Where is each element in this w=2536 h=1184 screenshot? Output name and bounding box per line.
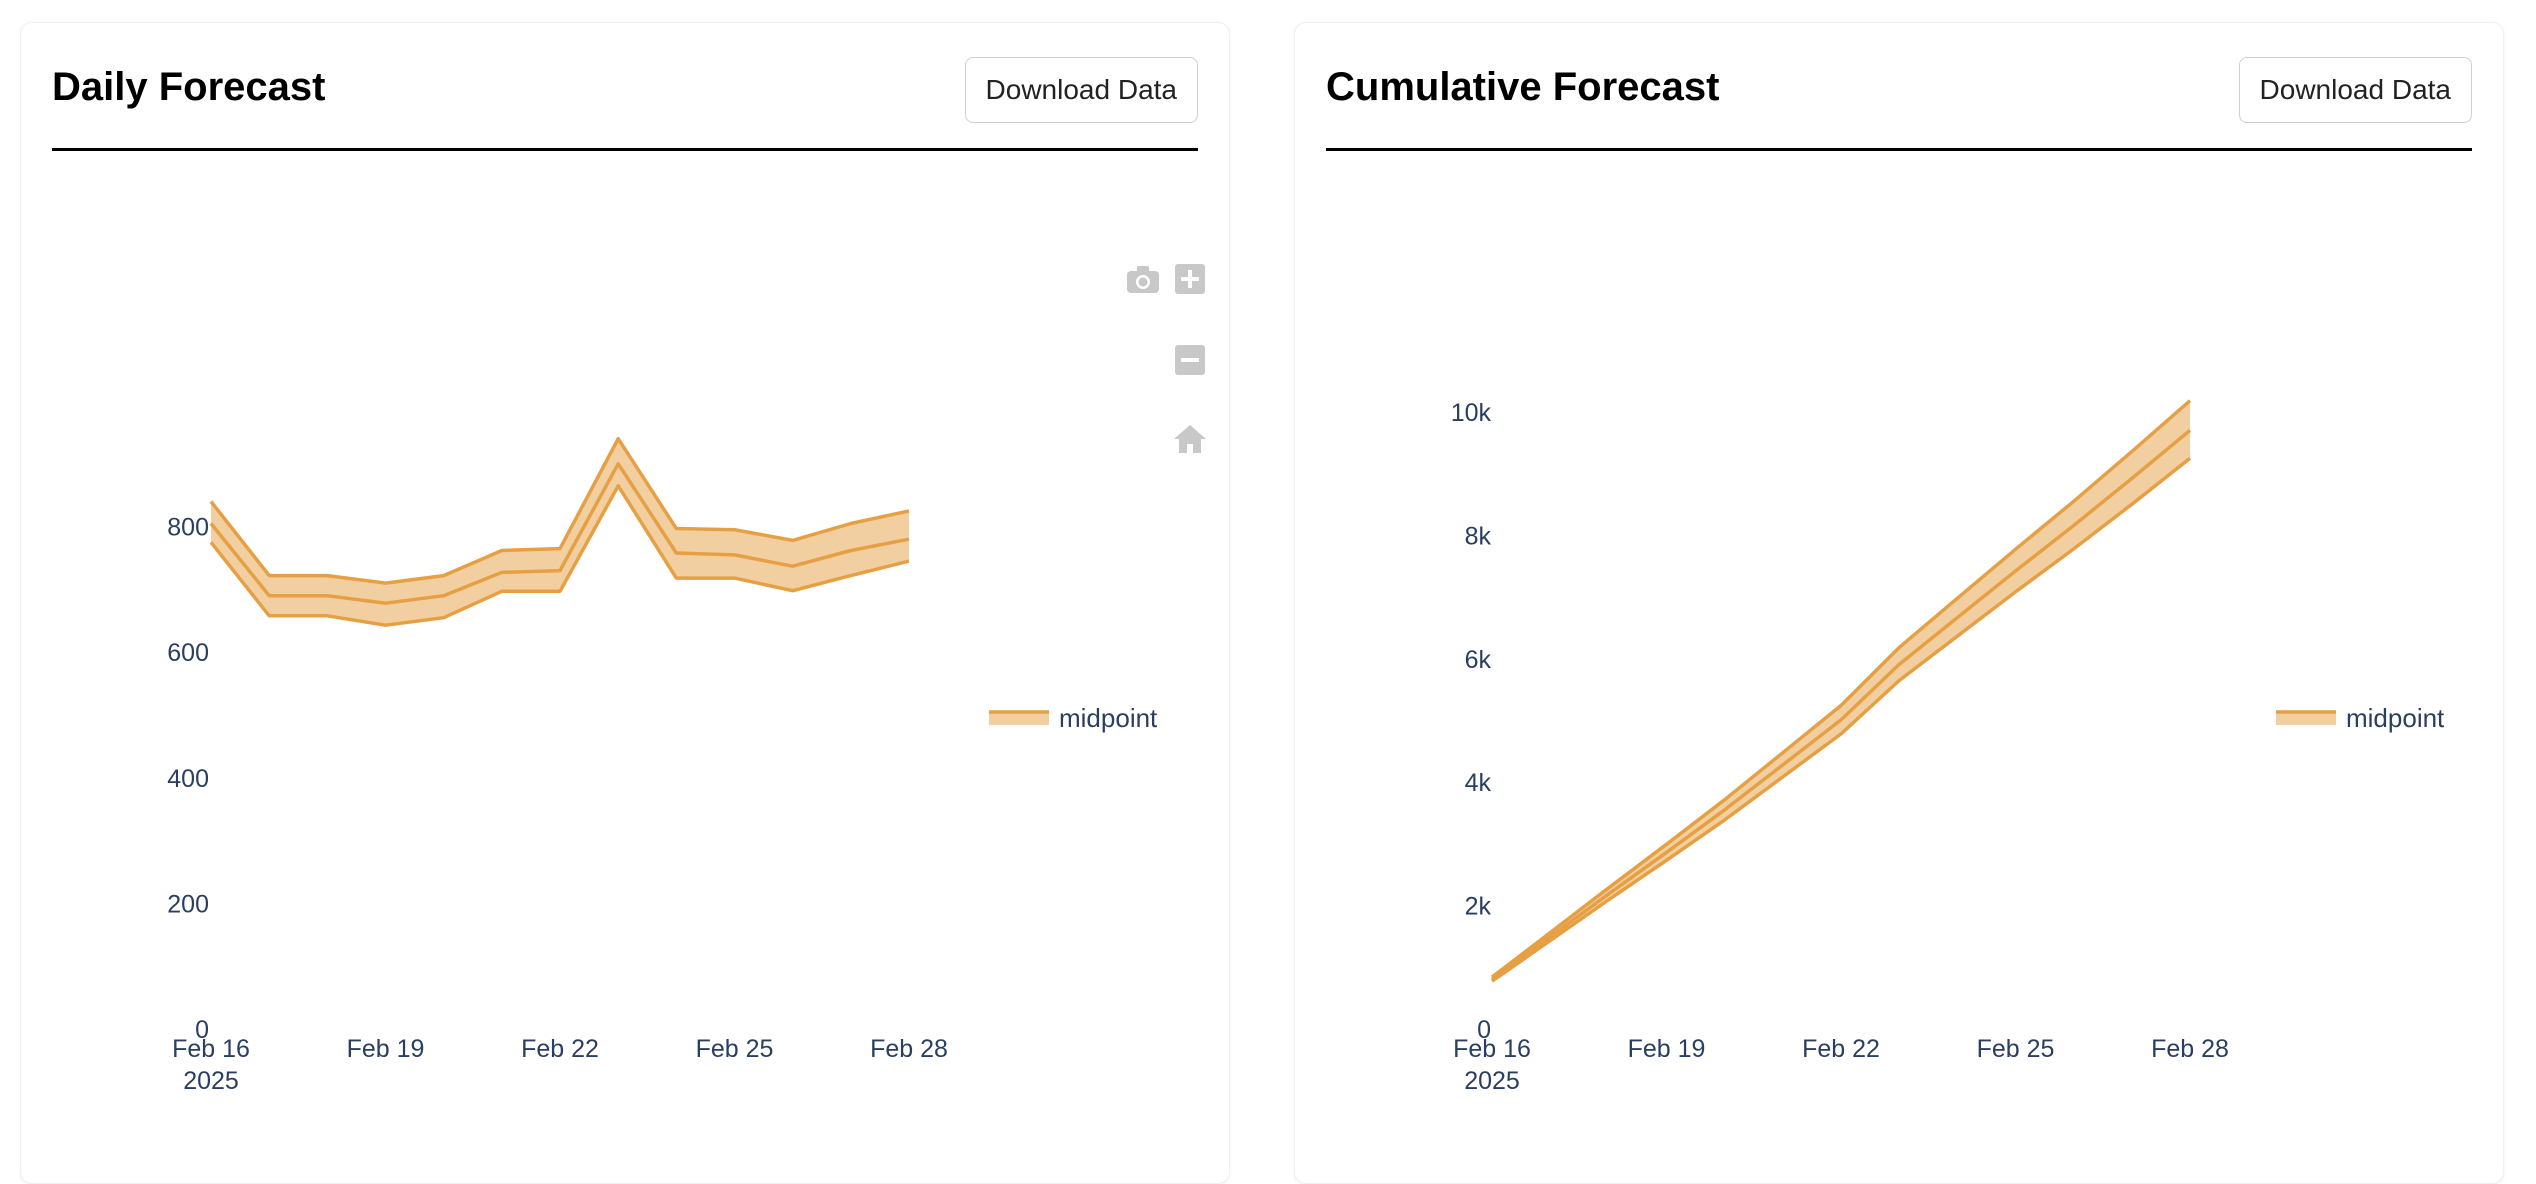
x-tick-label: Feb 16 2025 — [1453, 1035, 1531, 1095]
daily-forecast-title: Daily Forecast — [52, 65, 326, 109]
daily-download-button[interactable]: Download Data — [964, 57, 1198, 123]
y-tick-label: 400 — [167, 765, 209, 793]
y-tick-label: 2k — [1465, 893, 1492, 921]
y-tick-label: 4k — [1465, 769, 1492, 797]
x-tick-label: Feb 28 — [870, 1035, 948, 1063]
cumulative-forecast-card: Cumulative Forecast Download Data 0 2k 4k 6… — [1294, 22, 2504, 1184]
x-tick-label: Feb 19 — [1628, 1035, 1706, 1063]
cumulative-forecast-title: Cumulative Forecast — [1326, 65, 1720, 109]
confidence-band — [1492, 400, 2190, 982]
home-icon[interactable] — [1174, 425, 1206, 453]
x-tick-label: Feb 25 — [696, 1035, 774, 1063]
daily-forecast-chart[interactable]: 0 200 400 600 800 Feb 16 2025 Feb 19 Feb 22 Feb 2… — [21, 23, 1229, 1183]
x-tick-label: Feb 19 — [347, 1035, 425, 1063]
y-tick-label: 6k — [1465, 646, 1492, 674]
y-tick-label: 8k — [1465, 522, 1492, 550]
midpoint-line — [209, 462, 910, 605]
cumulative-forecast-chart[interactable]: 0 2k 4k 6k 8k 10k Feb 16 2025 Feb 19 Feb 22 Feb 25… — [1295, 23, 2503, 1183]
legend-swatch — [989, 711, 1049, 725]
x-tick-label: Feb 25 — [1977, 1035, 2055, 1063]
upper-bound-line — [209, 436, 910, 585]
y-tick-label: 10k — [1451, 399, 1492, 427]
legend-swatch — [2276, 711, 2336, 725]
x-tick-label: Feb 22 — [1802, 1035, 1880, 1063]
daily-forecast-card: Daily Forecast Download Data 0 200 400 600 8… — [20, 22, 1230, 1184]
legend-label-midpoint[interactable]: midpoint — [1059, 703, 1158, 733]
midpoint-line — [1490, 429, 2192, 981]
upper-bound-line — [1490, 399, 2192, 979]
y-tick-label: 600 — [167, 639, 209, 667]
cumulative-download-button[interactable]: Download Data — [2238, 57, 2472, 123]
y-tick-label: 0 — [1477, 1016, 1491, 1044]
x-tick-label: Feb 28 — [2151, 1035, 2229, 1063]
lower-bound-line — [209, 484, 910, 627]
daily-title-divider — [52, 148, 1198, 151]
cumulative-title-divider — [1326, 148, 2472, 151]
zoom-out-icon[interactable] — [1175, 345, 1205, 375]
x-tick-label: Feb 22 — [521, 1035, 599, 1063]
camera-icon[interactable] — [1127, 266, 1159, 293]
lower-bound-line — [1490, 456, 2192, 983]
legend-label-midpoint[interactable]: midpoint — [2346, 703, 2445, 733]
x-tick-label: Feb 16 2025 — [172, 1035, 250, 1095]
y-tick-label: 200 — [167, 890, 209, 918]
y-tick-label: 0 — [195, 1016, 209, 1044]
y-tick-label: 800 — [167, 514, 209, 542]
zoom-in-icon[interactable] — [1175, 264, 1205, 294]
